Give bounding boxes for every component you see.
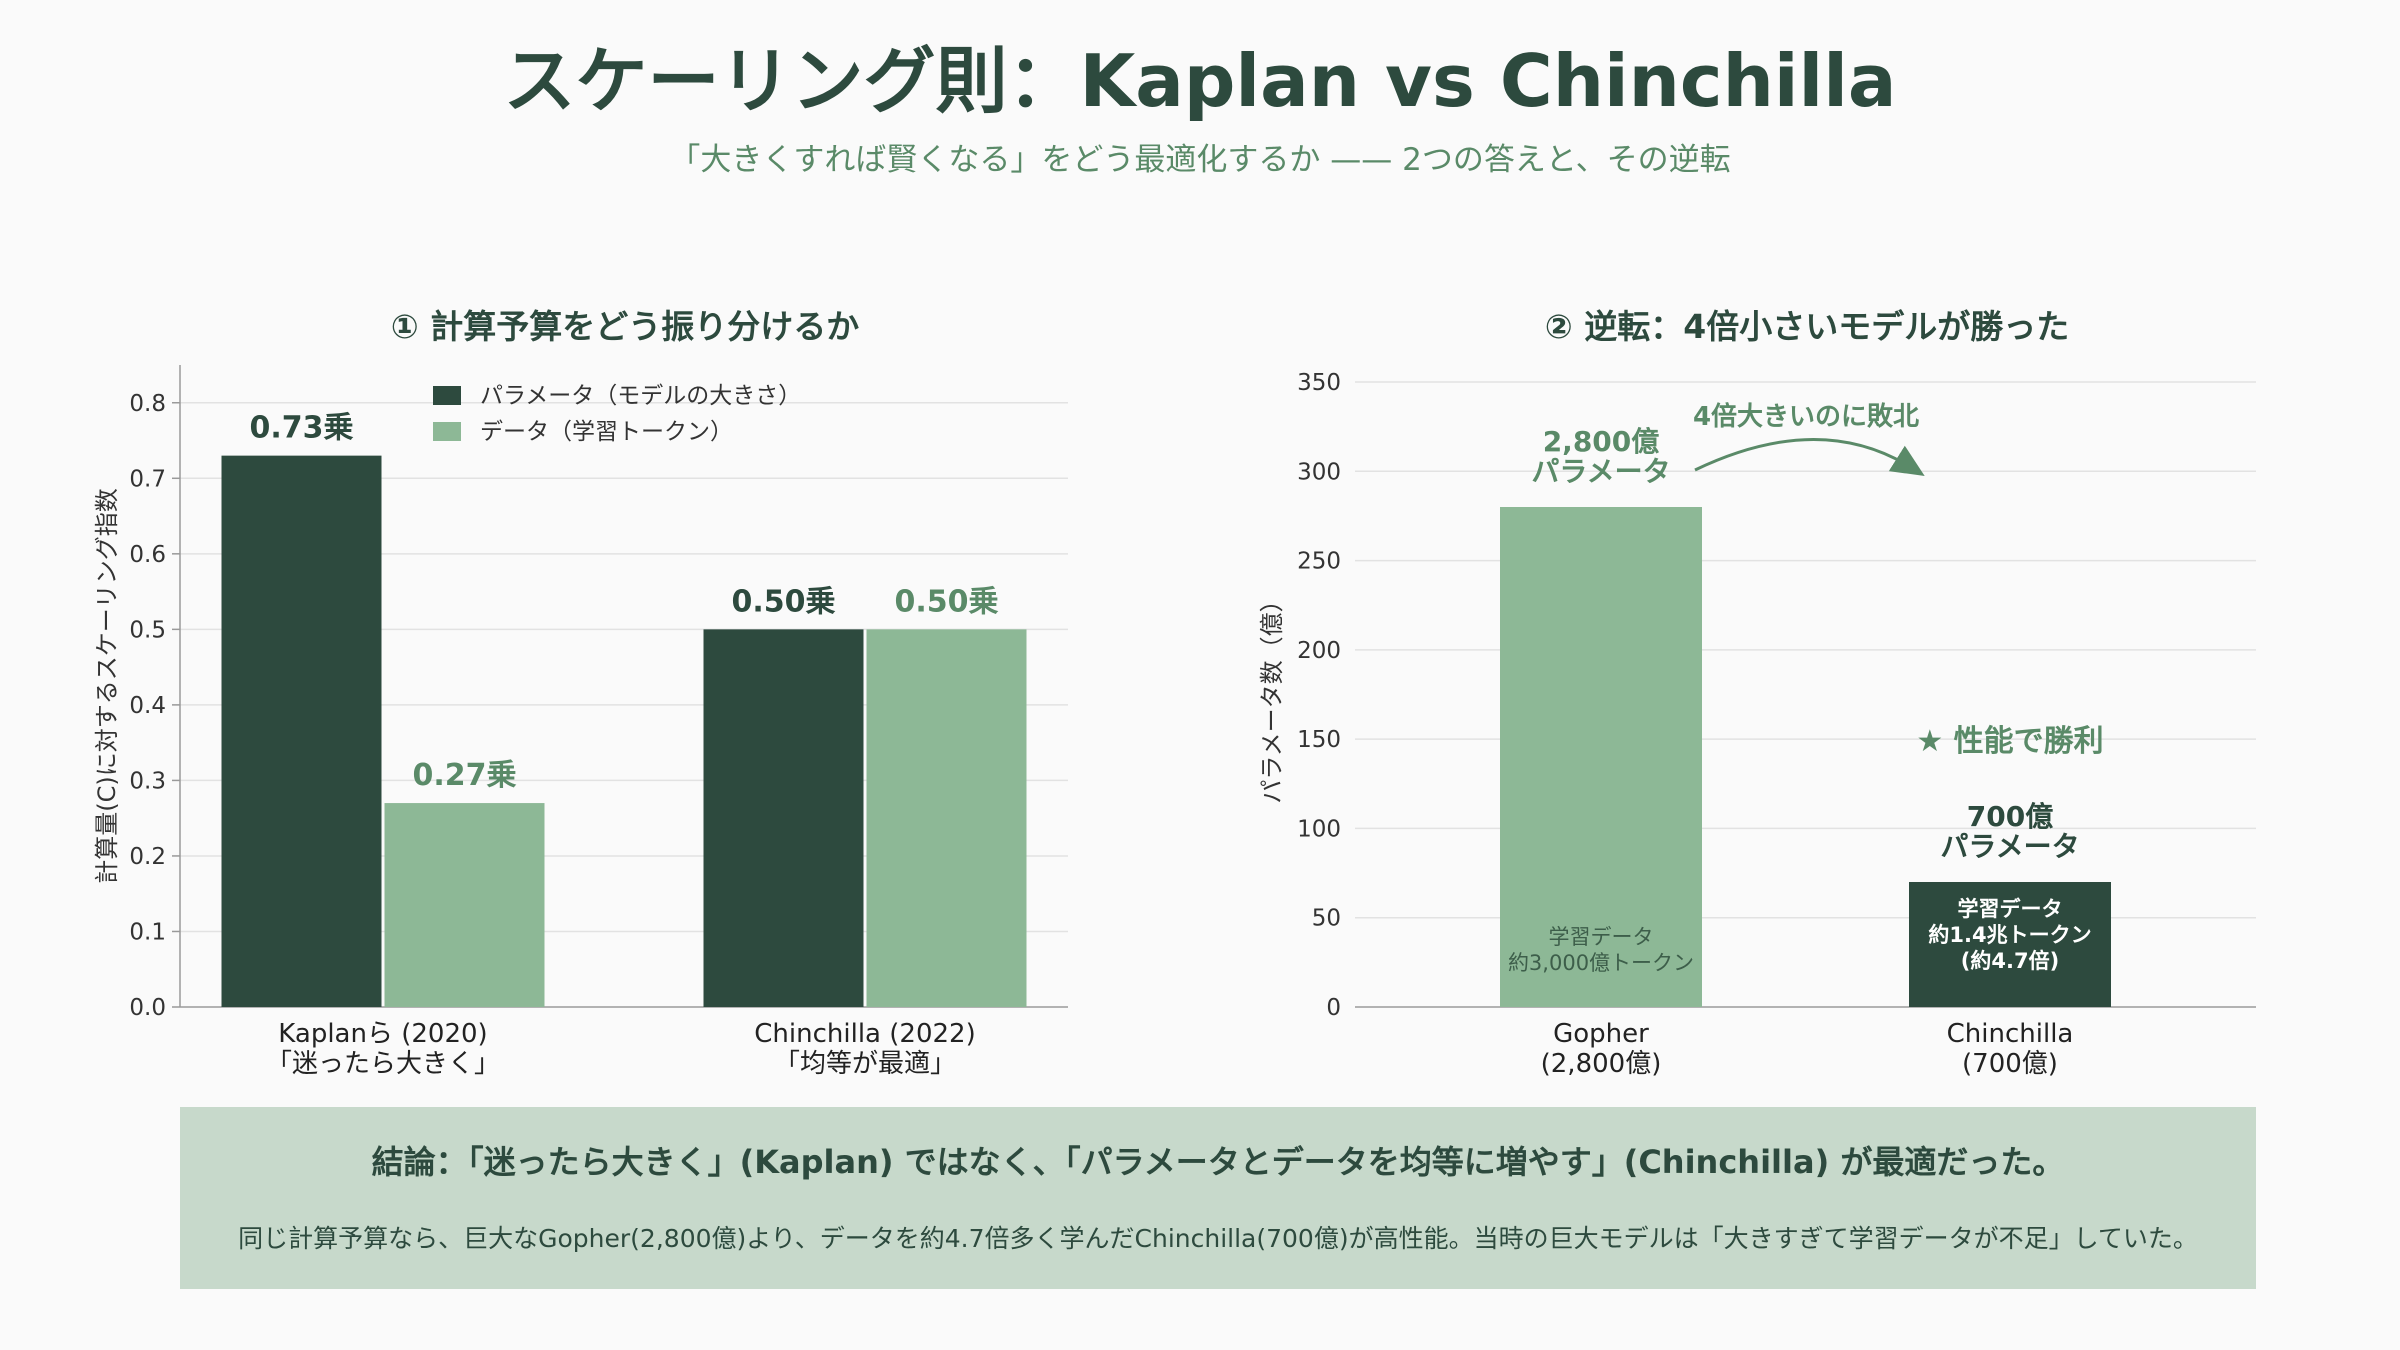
chart1-bar-label: 0.50乗	[894, 584, 998, 619]
chart1-bar-label: 0.50乗	[731, 584, 835, 619]
conclusion-box: 結論：「迷ったら大きく」(Kaplan) ではなく、「パラメータとデータを均等に…	[180, 1107, 2256, 1289]
chart2-ylabel: パラメータ数（億）	[1258, 588, 1286, 803]
chart1-xtick-sublabel: 「均等が最適」	[774, 1049, 956, 1079]
chart2-ytick-label: 100	[1297, 816, 1341, 842]
chart2-ytick-label: 200	[1297, 638, 1341, 664]
chart2-xtick-label: Gopher	[1553, 1019, 1649, 1049]
chart2-bar-label: 700億	[1967, 800, 2053, 833]
chart1-bar	[703, 629, 864, 1007]
chart1-bar	[384, 803, 545, 1007]
chart1-ytick-label: 0.3	[129, 768, 166, 794]
legend-swatch-data	[433, 422, 461, 441]
chart-scaling-exponents: ① 計算予算をどう振り分けるか 計算量(C)に対するスケーリング指数 0.0 0.…	[93, 307, 1068, 1079]
chart2-xtick-label: Chinchilla	[1947, 1019, 2074, 1049]
chart1-ytick-label: 0.1	[129, 919, 166, 945]
chart2-ytick-label: 350	[1297, 370, 1341, 396]
chart1-bar	[866, 629, 1027, 1007]
chart1-ylabel: 計算量(C)に対するスケーリング指数	[93, 488, 121, 883]
chart1-bar	[221, 455, 382, 1008]
chart2-inner-label: 約3,000億トークン	[1508, 951, 1694, 975]
chart2-title: ② 逆転：4倍小さいモデルが勝った	[1545, 307, 2069, 346]
chart2-inner-label: 学習データ	[1549, 925, 1654, 949]
conclusion-body: 同じ計算予算なら、巨大なGopher(2,800億)より、データを約4.7倍多く…	[238, 1224, 2198, 1253]
chart-gopher-vs-chinchilla: ② 逆転：4倍小さいモデルが勝った パラメータ数（億） 0 50 100 150 200…	[1258, 307, 2256, 1079]
chart2-bar	[1500, 507, 1702, 1007]
chart1-ytick-label: 0.4	[129, 693, 166, 719]
chart2-bar	[1909, 882, 2111, 1007]
defeat-arrow	[1694, 438, 1925, 476]
chart1-ytick-label: 0.5	[129, 617, 166, 643]
chart2-inner-label: 学習データ	[1958, 897, 2063, 921]
conclusion-headline: 結論：「迷ったら大きく」(Kaplan) ではなく、「パラメータとデータを均等に…	[371, 1143, 2065, 1181]
legend-swatch-parameters	[433, 386, 461, 405]
chart2-ytick-label: 0	[1326, 995, 1341, 1021]
chart1-title: ① 計算予算をどう振り分けるか	[391, 307, 859, 346]
chart2-xtick-sublabel: (2,800億)	[1541, 1049, 1662, 1079]
chart1-ytick-label: 0.2	[129, 844, 166, 870]
legend-label-parameters: パラメータ（モデルの大きさ）	[480, 383, 801, 409]
chart2-inner-label: 約1.4兆トークン	[1928, 923, 2091, 947]
chart2-inner-label: (約4.7倍)	[1961, 949, 2059, 973]
chart1-xtick-label: Kaplanら (2020)	[278, 1019, 487, 1049]
chart2-ytick-label: 250	[1297, 549, 1341, 575]
chart2-bar-sublabel: パラメータ	[1940, 830, 2079, 863]
defeat-annotation: 4倍大きいのに敗北	[1693, 401, 1919, 432]
chart2-ytick-label: 300	[1297, 459, 1341, 485]
legend-label-data: データ（学習トークン）	[480, 419, 733, 445]
chart2-xtick-sublabel: (700億)	[1962, 1049, 2058, 1079]
chart1-xtick-label: Chinchilla (2022)	[754, 1019, 975, 1049]
chart1-ytick-label: 0.0	[129, 995, 166, 1021]
page-subtitle: 「大きくすれば賢くなる」をどう最適化するか —— 2つの答えと、その逆転	[669, 142, 1731, 178]
chart2-ytick-label: 150	[1297, 727, 1341, 753]
chart2-bar-label: 2,800億	[1543, 425, 1660, 458]
chart1-ytick-label: 0.8	[129, 391, 166, 417]
chart1-legend: パラメータ（モデルの大きさ） データ（学習トークン）	[433, 383, 801, 445]
page-title: スケーリング則：Kaplan vs Chinchilla	[503, 39, 1897, 123]
chart1-bar-label: 0.73乗	[249, 411, 353, 446]
chart1-ytick-label: 0.6	[129, 542, 166, 568]
chart2-ytick-label: 50	[1312, 906, 1341, 932]
chart1-xtick-sublabel: 「迷ったら大きく」	[266, 1049, 500, 1079]
win-annotation: ★ 性能で勝利	[1916, 724, 2103, 759]
chart1-ytick-label: 0.7	[129, 466, 166, 492]
chart2-bar-sublabel: パラメータ	[1531, 455, 1670, 488]
chart1-bar-label: 0.27乗	[412, 758, 516, 793]
